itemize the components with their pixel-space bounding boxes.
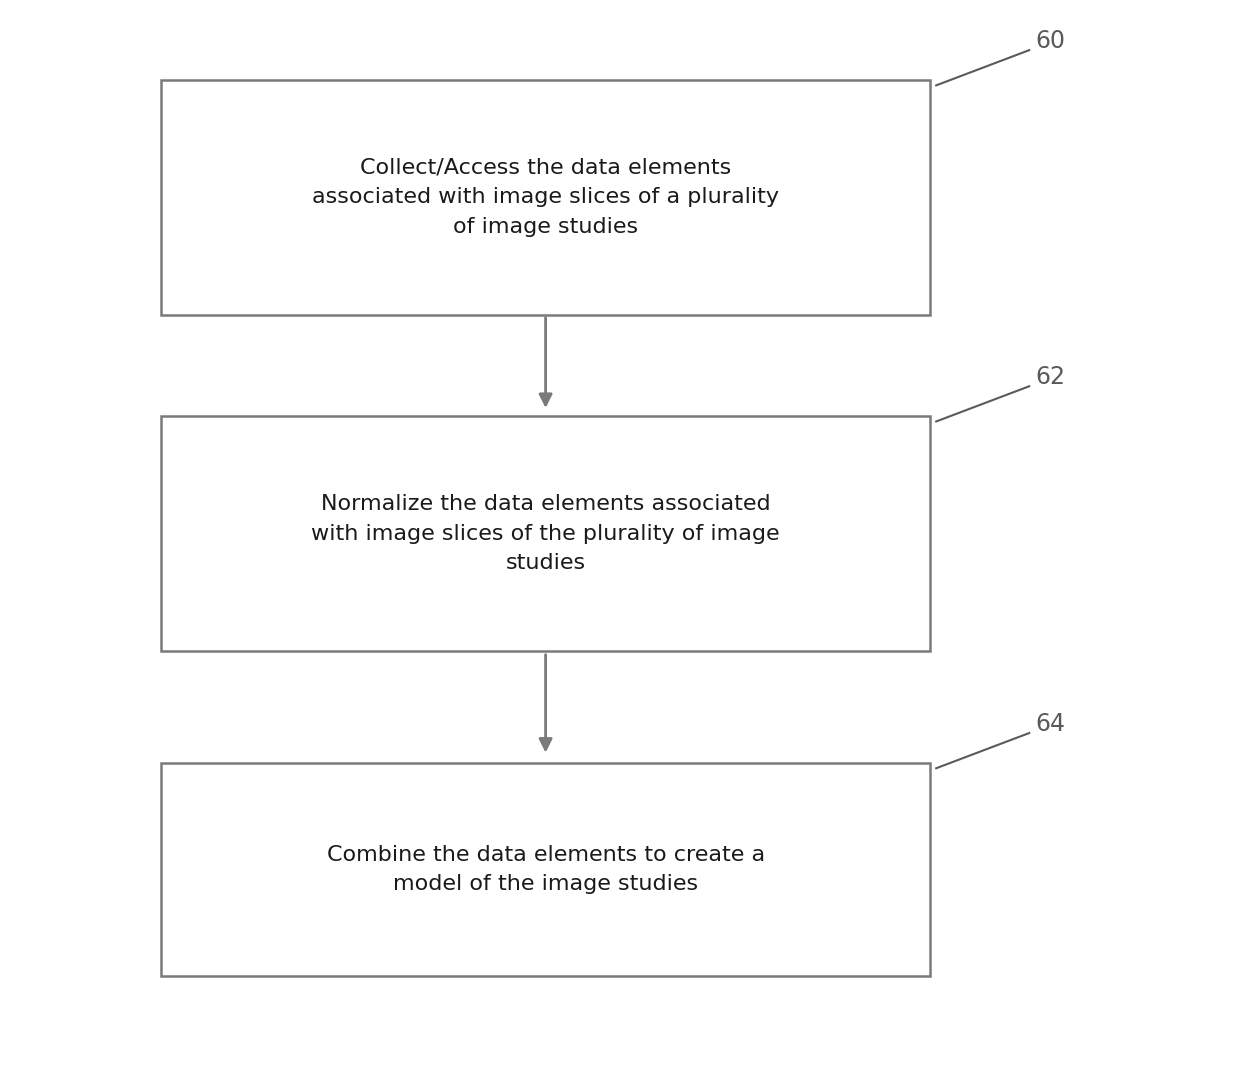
- Text: Normalize the data elements associated
with image slices of the plurality of ima: Normalize the data elements associated w…: [311, 494, 780, 573]
- FancyBboxPatch shape: [161, 763, 930, 976]
- Text: Combine the data elements to create a
model of the image studies: Combine the data elements to create a mo…: [326, 845, 765, 894]
- FancyBboxPatch shape: [161, 80, 930, 315]
- FancyBboxPatch shape: [161, 416, 930, 651]
- Text: 64: 64: [1035, 713, 1065, 736]
- Text: 60: 60: [1035, 30, 1065, 53]
- Text: 62: 62: [1035, 366, 1065, 389]
- Text: Collect/Access the data elements
associated with image slices of a plurality
of : Collect/Access the data elements associa…: [312, 158, 779, 237]
